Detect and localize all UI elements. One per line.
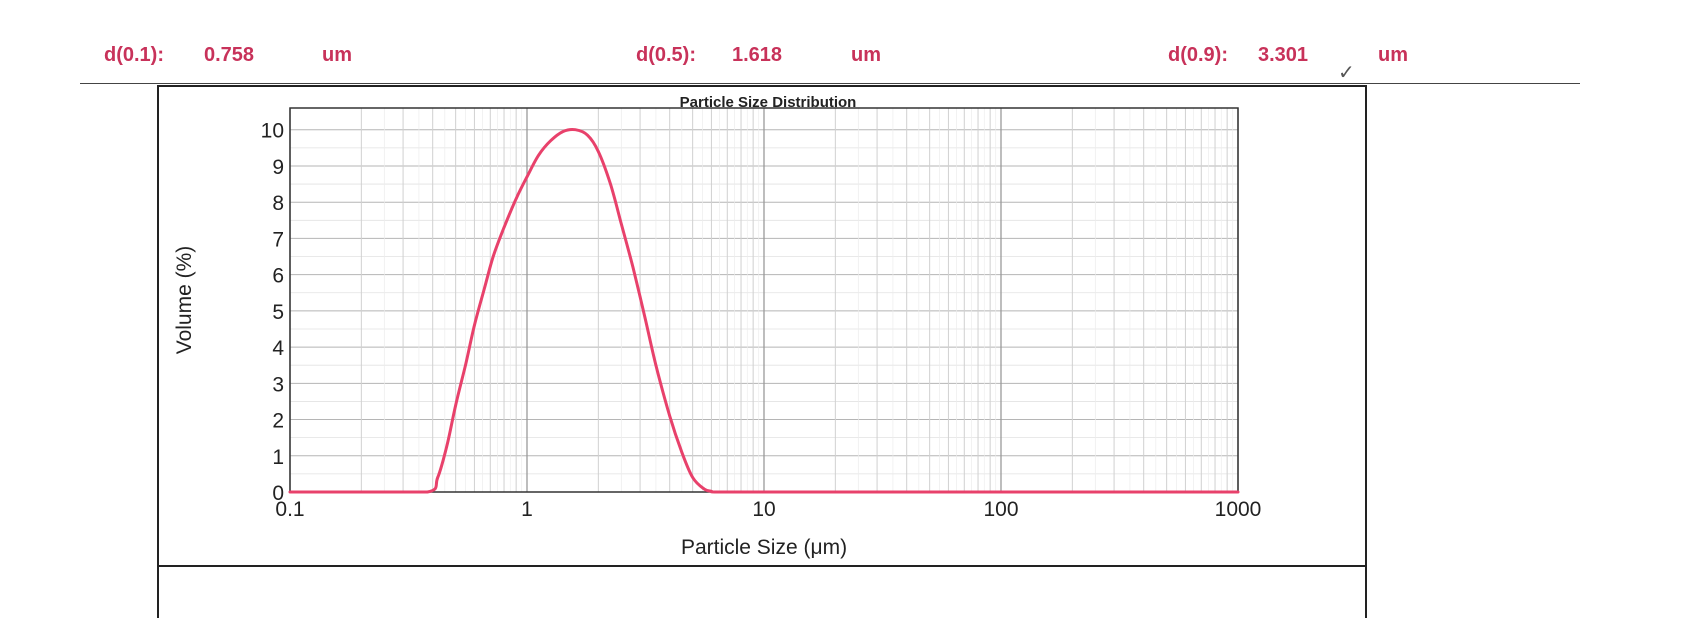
data-point xyxy=(445,443,449,447)
y-tick-label: 9 xyxy=(272,156,284,179)
point-layer xyxy=(288,128,1240,494)
data-point xyxy=(999,490,1003,494)
x-tick-label: 100 xyxy=(983,498,1018,521)
data-point xyxy=(609,182,612,186)
data-point xyxy=(620,222,623,226)
y-tick-label: 6 xyxy=(272,265,284,288)
y-tick-label: 0 xyxy=(272,482,284,505)
stat-d50-value: 1.618 xyxy=(732,44,783,66)
data-point xyxy=(483,287,486,291)
x-tick-label: 10 xyxy=(752,498,775,521)
stat-d10-label: d(0.1): xyxy=(104,44,164,66)
data-point xyxy=(549,139,552,142)
data-point xyxy=(586,134,589,137)
y-tick-label: 1 xyxy=(272,446,284,469)
data-point xyxy=(502,226,506,229)
data-point xyxy=(492,255,495,258)
data-point xyxy=(680,451,683,454)
data-point xyxy=(360,490,363,494)
data-point xyxy=(703,487,706,491)
y-tick-label: 8 xyxy=(272,192,284,215)
data-point xyxy=(426,490,429,494)
data-point xyxy=(288,490,292,494)
data-point xyxy=(654,364,658,367)
data-point xyxy=(715,490,718,494)
data-point xyxy=(762,490,766,494)
header-divider xyxy=(80,83,1580,84)
data-point xyxy=(515,197,518,200)
stat-d10-value: 0.758 xyxy=(204,44,255,66)
stat-d50-unit: um xyxy=(851,44,881,66)
chart-frame xyxy=(157,85,1367,618)
y-axis-label: Volume (%) xyxy=(173,246,196,355)
x-tick-label: 1 xyxy=(521,498,533,521)
data-point xyxy=(561,130,565,133)
data-point xyxy=(631,266,635,269)
stat-d10-unit: um xyxy=(322,44,352,66)
data-point xyxy=(597,150,600,153)
y-tick-label: 4 xyxy=(272,337,284,360)
data-point xyxy=(1236,490,1240,494)
data-point xyxy=(668,414,671,418)
data-point xyxy=(454,403,457,407)
check-mark-icon: ✓ xyxy=(1338,60,1355,84)
stat-d90-value: 3.301 xyxy=(1258,44,1309,66)
x-tick-label: 0.1 xyxy=(275,498,304,521)
y-tick-label: 5 xyxy=(272,301,284,324)
data-point xyxy=(525,175,529,178)
data-point xyxy=(574,128,577,131)
y-tick-label: 10 xyxy=(261,120,284,143)
data-point xyxy=(643,316,647,320)
y-tick-label: 7 xyxy=(272,228,284,251)
grid-layer xyxy=(289,108,1239,493)
stats-row: d(0.1): 0.758 um d(0.5): 1.618 um d(0.9)… xyxy=(0,40,1700,70)
data-point xyxy=(537,153,540,157)
y-tick-label: 3 xyxy=(272,373,284,396)
stat-d90-label: d(0.9): xyxy=(1168,44,1228,66)
x-tick-label: 1000 xyxy=(1215,498,1262,521)
data-point xyxy=(710,490,713,493)
stat-d50-label: d(0.5): xyxy=(636,44,696,66)
chart-title: Particle Size Distribution xyxy=(680,94,857,111)
stat-d90-unit: um xyxy=(1378,44,1408,66)
data-point xyxy=(691,476,694,479)
x-axis-label: Particle Size (μm) xyxy=(681,536,847,559)
data-point xyxy=(473,324,476,327)
data-point xyxy=(464,364,467,367)
tick-layer: 0 1 2 3 4 5 6 7 8 9 10 0.1 1 10 100 1000 xyxy=(261,120,1262,521)
data-point xyxy=(436,476,439,479)
y-tick-label: 2 xyxy=(272,410,284,433)
